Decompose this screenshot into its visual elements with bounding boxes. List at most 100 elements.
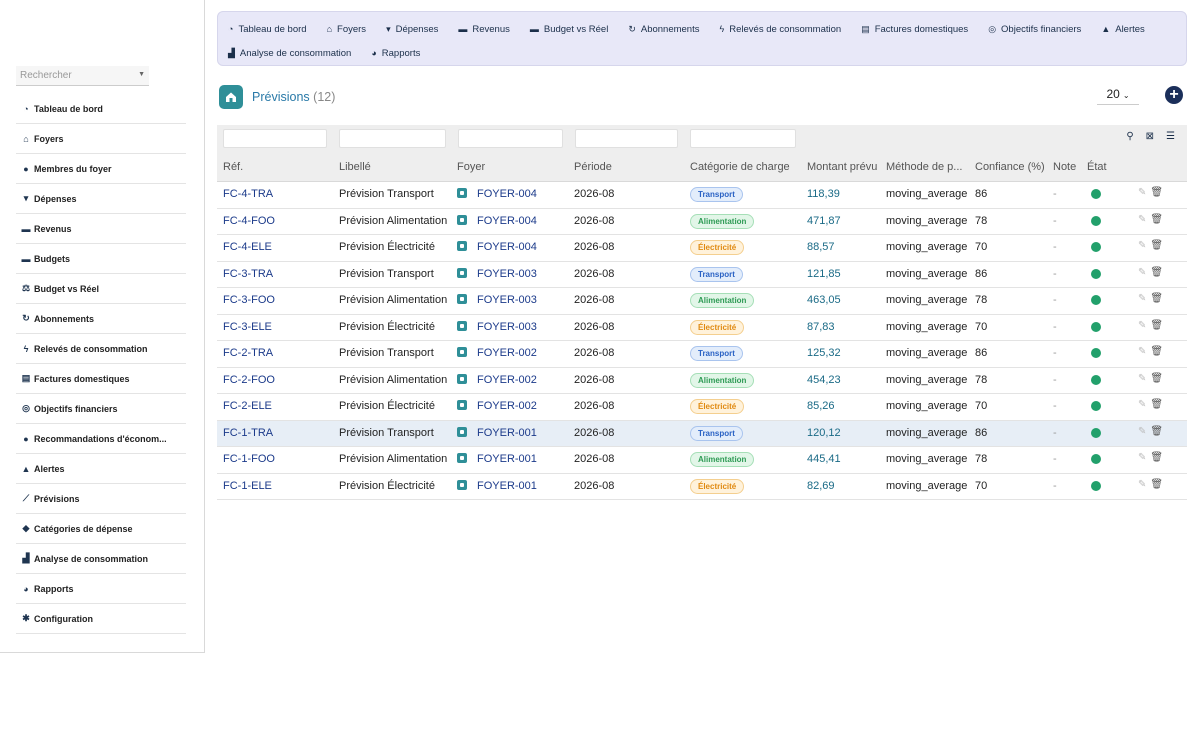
sidebar-item-17[interactable]: ✱ Configuration [16, 604, 186, 634]
sidebar-item-15[interactable]: ▟ Analyse de consommation [16, 544, 186, 574]
column-header[interactable]: Libellé [339, 161, 371, 173]
add-record-button[interactable]: + [1165, 86, 1183, 104]
sidebar-item-2[interactable]: ● Membres du foyer [16, 154, 186, 184]
ref-link[interactable]: FC-1-TRA [223, 426, 274, 439]
column-header[interactable]: Méthode de p... [886, 161, 963, 173]
trash-icon[interactable]: 🗑 [1150, 266, 1164, 278]
foyer-link[interactable]: FOYER-001 [457, 479, 537, 492]
foyer-link[interactable]: FOYER-001 [457, 426, 537, 439]
column-header[interactable]: Catégorie de charge [690, 161, 790, 173]
sidebar-item-9[interactable]: ▤ Factures domestiques [16, 364, 186, 394]
sidebar-item-12[interactable]: ▲ Alertes [16, 454, 186, 484]
table-row[interactable]: FC-3-TRA Prévision Transport FOYER-003 2026… [217, 262, 1187, 288]
column-header[interactable]: Période [574, 161, 612, 173]
sidebar-item-6[interactable]: ⚖ Budget vs Réel [16, 274, 186, 304]
foyer-link[interactable]: FOYER-003 [457, 294, 537, 306]
table-row[interactable]: FC-4-FOO Prévision Alimentation FOYER-004 2… [217, 209, 1187, 235]
top-nav-item-row1-8[interactable]: ◎ Objectifs financiers [988, 24, 1081, 35]
sidebar-item-4[interactable]: ▬ Revenus [16, 214, 186, 244]
foyer-link[interactable]: FOYER-002 [457, 400, 537, 412]
foyer-link[interactable]: FOYER-003 [457, 267, 537, 280]
trash-icon[interactable]: 🗑 [1150, 346, 1164, 357]
edit-icon[interactable]: ✎ [1138, 240, 1147, 251]
filter-period-input[interactable] [575, 129, 678, 148]
table-row[interactable]: FC-2-ELE Prévision Électricité FOYER-002 20… [217, 394, 1187, 421]
edit-icon[interactable]: ✎ [1138, 293, 1147, 304]
top-nav-item-row1-7[interactable]: ▤ Factures domestiques [861, 24, 968, 35]
ref-link[interactable]: FC-2-TRA [223, 347, 274, 359]
edit-icon[interactable]: ✎ [1138, 346, 1147, 357]
sidebar-search-select[interactable]: Rechercher ▼ [16, 66, 149, 86]
sidebar-item-5[interactable]: ▬ Budgets [16, 244, 186, 274]
edit-icon[interactable]: ✎ [1138, 372, 1147, 384]
trash-icon[interactable]: 🗑 [1150, 425, 1164, 437]
edit-icon[interactable]: ✎ [1138, 399, 1147, 410]
column-list-icon[interactable]: ☰ [1166, 131, 1175, 142]
edit-icon[interactable]: ✎ [1138, 187, 1147, 198]
table-row[interactable]: FC-1-TRA Prévision Transport FOYER-001 2026… [217, 420, 1187, 447]
ref-link[interactable]: FC-4-ELE [223, 241, 272, 253]
table-row[interactable]: FC-2-TRA Prévision Transport FOYER-002 2026… [217, 341, 1187, 368]
trash-icon[interactable]: 🗑 [1150, 452, 1164, 463]
trash-icon[interactable]: 🗑 [1150, 213, 1164, 225]
search-icon[interactable]: ⚲ [1126, 131, 1134, 142]
ref-link[interactable]: FC-4-TRA [223, 188, 274, 200]
table-row[interactable]: FC-1-ELE Prévision Électricité FOYER-001 20… [217, 474, 1187, 500]
table-row[interactable]: FC-3-ELE Prévision Électricité FOYER-003 20… [217, 315, 1187, 341]
sidebar-item-8[interactable]: ϟ Relevés de consommation [16, 334, 186, 364]
filter-foyer-input[interactable] [458, 129, 563, 148]
column-header[interactable]: Note [1053, 161, 1077, 173]
foyer-link[interactable]: FOYER-004 [457, 214, 537, 227]
filter-label-input[interactable] [339, 129, 446, 148]
trash-icon[interactable]: 🗑 [1150, 240, 1164, 251]
top-nav-item-row1-9[interactable]: ▲ Alertes [1101, 24, 1145, 35]
foyer-link[interactable]: FOYER-002 [457, 373, 537, 386]
column-header[interactable]: Montant prévu [807, 161, 878, 173]
column-header[interactable]: État [1087, 161, 1107, 173]
column-header[interactable]: Confiance (%) [975, 161, 1045, 173]
top-nav-item-row2-1[interactable]: ◕ Rapports [371, 48, 420, 59]
trash-icon[interactable]: 🗑 [1150, 187, 1164, 198]
top-nav-item-row1-4[interactable]: ▬ Budget vs Réel [530, 24, 608, 35]
ref-link[interactable]: FC-1-FOO [223, 453, 275, 465]
edit-icon[interactable]: ✎ [1138, 319, 1147, 331]
ref-link[interactable]: FC-2-FOO [223, 373, 275, 386]
top-nav-item-row1-2[interactable]: ▾ Dépenses [386, 24, 438, 35]
trash-icon[interactable]: 🗑 [1150, 319, 1164, 331]
top-nav-item-row1-0[interactable]: ◔ Tableau de bord [228, 24, 307, 35]
table-row[interactable]: FC-3-FOO Prévision Alimentation FOYER-003 2… [217, 288, 1187, 315]
ref-link[interactable]: FC-2-ELE [223, 400, 272, 412]
trash-icon[interactable]: 🗑 [1150, 372, 1164, 384]
top-nav-item-row1-5[interactable]: ↻ Abonnements [628, 24, 699, 35]
top-nav-item-row1-6[interactable]: ϟ Relevés de consommation [719, 24, 841, 35]
top-nav-item-row2-0[interactable]: ▟ Analyse de consommation [228, 48, 351, 59]
edit-icon[interactable]: ✎ [1138, 478, 1147, 490]
filter-ref-input[interactable] [223, 129, 327, 148]
table-row[interactable]: FC-1-FOO Prévision Alimentation FOYER-001 2… [217, 447, 1187, 474]
edit-icon[interactable]: ✎ [1138, 213, 1147, 225]
sidebar-item-16[interactable]: ◕ Rapports [16, 574, 186, 604]
trash-icon[interactable]: 🗑 [1150, 293, 1164, 304]
edit-icon[interactable]: ✎ [1138, 452, 1147, 463]
column-header[interactable]: Foyer [457, 161, 486, 173]
sidebar-item-1[interactable]: ⌂ Foyers [16, 124, 186, 154]
table-row[interactable]: FC-4-ELE Prévision Électricité FOYER-004 20… [217, 235, 1187, 262]
trash-icon[interactable]: 🗑 [1150, 478, 1164, 490]
filter-category-input[interactable] [690, 129, 796, 148]
ref-link[interactable]: FC-4-FOO [223, 214, 275, 227]
foyer-link[interactable]: FOYER-001 [457, 453, 537, 465]
foyer-link[interactable]: FOYER-003 [457, 320, 537, 333]
ref-link[interactable]: FC-3-ELE [223, 320, 272, 333]
edit-icon[interactable]: ✎ [1138, 425, 1147, 437]
sidebar-item-14[interactable]: ◆ Catégories de dépense [16, 514, 186, 544]
top-nav-item-row1-1[interactable]: ⌂ Foyers [327, 24, 366, 35]
edit-icon[interactable]: ✎ [1138, 266, 1147, 278]
ref-link[interactable]: FC-3-FOO [223, 294, 275, 306]
table-row[interactable]: FC-2-FOO Prévision Alimentation FOYER-002 2… [217, 368, 1187, 394]
sidebar-item-7[interactable]: ↻ Abonnements [16, 304, 186, 334]
column-header[interactable]: Réf. [223, 161, 244, 173]
ref-link[interactable]: FC-3-TRA [223, 267, 274, 280]
sidebar-item-11[interactable]: ● Recommandations d'économ... [16, 424, 186, 454]
sidebar-item-3[interactable]: ▾ Dépenses [16, 184, 186, 214]
top-nav-item-row1-3[interactable]: ▬ Revenus [458, 24, 510, 35]
